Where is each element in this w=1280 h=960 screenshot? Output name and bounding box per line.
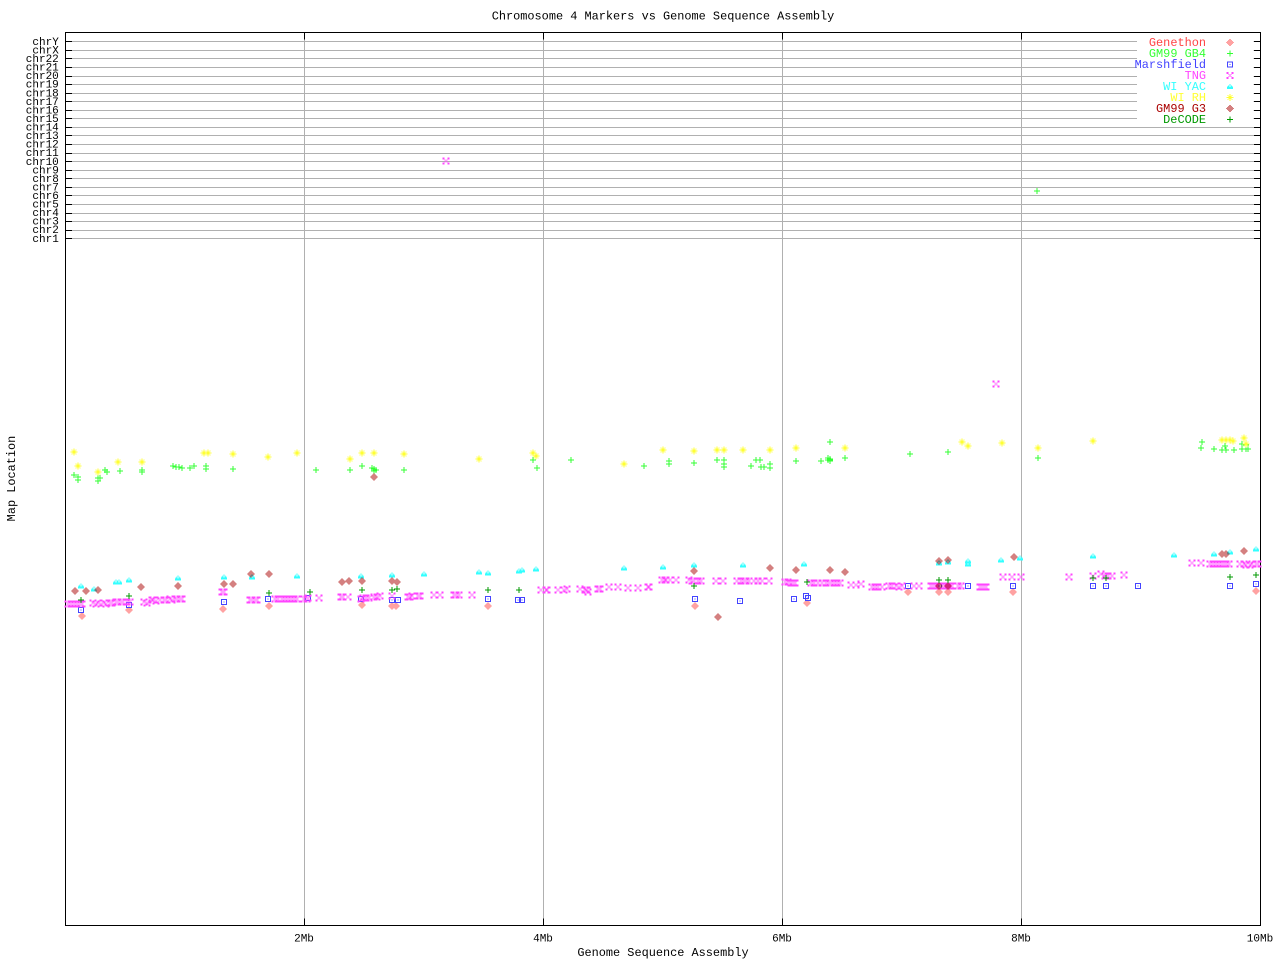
svg-text:chr14: chr14 xyxy=(26,123,59,135)
svg-text:chr22: chr22 xyxy=(26,54,59,66)
svg-text:chr19: chr19 xyxy=(26,80,59,92)
svg-text:DeCODE: DeCODE xyxy=(1163,113,1206,127)
svg-text:chr10: chr10 xyxy=(26,157,59,169)
svg-text:6Mb: 6Mb xyxy=(772,934,792,946)
svg-text:chr6: chr6 xyxy=(32,191,58,203)
svg-text:chrY: chrY xyxy=(32,37,59,49)
svg-text:chr21: chr21 xyxy=(26,63,59,75)
svg-text:4Mb: 4Mb xyxy=(533,934,553,946)
svg-text:chr7: chr7 xyxy=(32,182,58,194)
svg-text:chr11: chr11 xyxy=(26,148,59,160)
svg-text:chr1: chr1 xyxy=(32,234,59,246)
svg-text:Map Location: Map Location xyxy=(5,436,19,522)
svg-text:GM99 GB4: GM99 GB4 xyxy=(1149,47,1206,61)
svg-text:10Mb: 10Mb xyxy=(1247,934,1273,946)
svg-text:chr4: chr4 xyxy=(32,208,59,220)
svg-text:chr20: chr20 xyxy=(26,71,59,83)
svg-text:TNG: TNG xyxy=(1185,69,1206,83)
svg-text:WI YAC: WI YAC xyxy=(1163,80,1206,94)
svg-text:8Mb: 8Mb xyxy=(1011,934,1031,946)
svg-text:chrX: chrX xyxy=(32,46,59,58)
svg-text:WI RH: WI RH xyxy=(1170,91,1206,105)
svg-text:Genome Sequence Assembly: Genome Sequence Assembly xyxy=(577,946,748,960)
svg-text:chr17: chr17 xyxy=(26,97,59,109)
svg-text:chr15: chr15 xyxy=(26,114,59,126)
svg-text:chr5: chr5 xyxy=(32,200,58,212)
svg-text:chr12: chr12 xyxy=(26,140,59,152)
svg-text:Marshfield: Marshfield xyxy=(1135,58,1206,72)
svg-text:chr9: chr9 xyxy=(32,165,58,177)
svg-text:chr8: chr8 xyxy=(32,174,58,186)
svg-text:Chromosome 4 Markers vs Genome: Chromosome 4 Markers vs Genome Sequence … xyxy=(492,10,835,24)
svg-text:Genethon: Genethon xyxy=(1149,36,1206,50)
svg-text:GM99 G3: GM99 G3 xyxy=(1156,102,1206,116)
svg-text:chr16: chr16 xyxy=(26,105,59,117)
svg-text:chr13: chr13 xyxy=(26,131,59,143)
svg-text:chr18: chr18 xyxy=(26,88,59,100)
svg-text:chr3: chr3 xyxy=(32,217,58,229)
svg-text:chr2: chr2 xyxy=(32,225,58,237)
svg-text:2Mb: 2Mb xyxy=(294,934,314,946)
